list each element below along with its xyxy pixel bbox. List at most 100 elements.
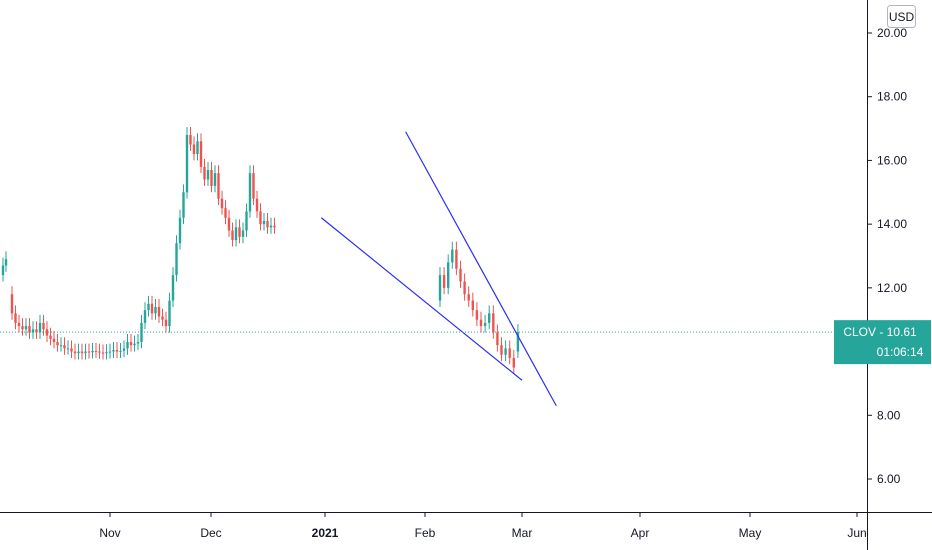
- candle-body[interactable]: [483, 322, 487, 327]
- time-axis[interactable]: Nov Dec 2021 Feb Mar Apr May Jun: [99, 512, 867, 540]
- candle-body[interactable]: [199, 141, 203, 167]
- candle-body[interactable]: [14, 313, 17, 323]
- candle-body[interactable]: [45, 329, 49, 336]
- candle-body[interactable]: [168, 300, 171, 327]
- candle-body[interactable]: [234, 227, 238, 241]
- candle-body[interactable]: [512, 357, 515, 368]
- candle-body[interactable]: [175, 243, 178, 276]
- candle-body[interactable]: [10, 294, 14, 314]
- candle-body[interactable]: [129, 342, 133, 346]
- candle-body[interactable]: [77, 351, 80, 354]
- candle-body[interactable]: [115, 349, 119, 352]
- candle-body[interactable]: [266, 220, 269, 228]
- candle-body[interactable]: [189, 134, 192, 145]
- candle-body[interactable]: [241, 230, 245, 237]
- candle-body[interactable]: [196, 141, 199, 155]
- candle-body[interactable]: [220, 198, 224, 209]
- candle-body[interactable]: [73, 351, 77, 354]
- candle-body[interactable]: [438, 275, 442, 301]
- candle-body[interactable]: [56, 342, 59, 346]
- candle-body[interactable]: [213, 173, 217, 186]
- candle-body[interactable]: [508, 348, 511, 358]
- candle-body[interactable]: [269, 225, 273, 228]
- candle-body[interactable]: [182, 192, 185, 218]
- candle-body[interactable]: [49, 335, 52, 339]
- candle-body[interactable]: [52, 338, 56, 343]
- candle-body[interactable]: [455, 249, 458, 269]
- candle-body[interactable]: [24, 326, 28, 330]
- candle-body[interactable]: [108, 351, 112, 353]
- candle-body[interactable]: [154, 306, 157, 314]
- wedge-lower-line[interactable]: [320, 217, 523, 381]
- candle-body[interactable]: [259, 211, 262, 225]
- candle-body[interactable]: [42, 322, 45, 330]
- candle-body[interactable]: [245, 211, 248, 231]
- currency-label[interactable]: USD: [887, 5, 916, 28]
- candle-body[interactable]: [248, 173, 252, 212]
- candle-body[interactable]: [112, 349, 115, 352]
- candle-body[interactable]: [59, 345, 63, 347]
- candle-body[interactable]: [119, 350, 122, 352]
- last-price-badge[interactable]: CLOV - 10.61 01:06:14: [834, 320, 931, 365]
- candle-body[interactable]: [467, 294, 470, 301]
- candle-body[interactable]: [98, 351, 101, 353]
- candle-body[interactable]: [451, 249, 454, 263]
- candle-body[interactable]: [28, 326, 31, 333]
- candle-body[interactable]: [471, 300, 474, 311]
- candle-body[interactable]: [224, 208, 227, 218]
- candle-body[interactable]: [80, 351, 84, 354]
- candle-body[interactable]: [492, 313, 495, 333]
- candle-body[interactable]: [203, 166, 206, 180]
- candle-body[interactable]: [459, 268, 462, 282]
- candle-body[interactable]: [84, 351, 87, 354]
- candle-body[interactable]: [150, 303, 154, 314]
- candle-body[interactable]: [147, 303, 150, 311]
- candle-body[interactable]: [217, 173, 220, 199]
- wedge-pattern[interactable]: [320, 131, 557, 407]
- candle-body[interactable]: [238, 227, 241, 237]
- candle-body[interactable]: [136, 342, 140, 344]
- candle-body[interactable]: [21, 326, 24, 330]
- candle-body[interactable]: [133, 343, 136, 346]
- candle-body[interactable]: [255, 198, 259, 212]
- candle-body[interactable]: [101, 352, 105, 354]
- candle-body[interactable]: [231, 230, 234, 241]
- candle-body[interactable]: [63, 345, 66, 349]
- candle-body[interactable]: [475, 310, 479, 320]
- candle-body[interactable]: [143, 310, 147, 323]
- candle-body[interactable]: [94, 350, 98, 352]
- candle-body[interactable]: [35, 329, 38, 333]
- candle-body[interactable]: [252, 173, 255, 199]
- candle-body[interactable]: [4, 259, 8, 266]
- candle-body[interactable]: [91, 350, 94, 353]
- candle-body[interactable]: [227, 217, 231, 231]
- candle-body[interactable]: [442, 275, 446, 288]
- candle-body[interactable]: [157, 306, 161, 317]
- candle-body[interactable]: [516, 332, 520, 352]
- candle-body[interactable]: [126, 342, 129, 349]
- candle-body[interactable]: [31, 329, 35, 333]
- candle-body[interactable]: [164, 319, 168, 327]
- candle-body[interactable]: [488, 313, 491, 323]
- candle-body[interactable]: [210, 169, 213, 186]
- candle-body[interactable]: [122, 348, 126, 351]
- candle-body[interactable]: [192, 144, 196, 155]
- candle-body[interactable]: [178, 217, 182, 244]
- candle-body[interactable]: [105, 352, 108, 354]
- candle-body[interactable]: [38, 322, 42, 333]
- candle-body[interactable]: [1, 265, 5, 276]
- candle-body[interactable]: [504, 348, 507, 355]
- candle-body[interactable]: [500, 345, 503, 355]
- candle-body[interactable]: [262, 220, 266, 225]
- candle-body[interactable]: [273, 225, 276, 228]
- candle-body[interactable]: [66, 348, 70, 350]
- candle-body[interactable]: [496, 332, 499, 346]
- candle-body[interactable]: [171, 275, 175, 301]
- candle-body[interactable]: [463, 281, 466, 295]
- candle-body[interactable]: [479, 319, 483, 327]
- candle-body[interactable]: [185, 134, 189, 193]
- candle-body[interactable]: [447, 262, 450, 288]
- candle-body[interactable]: [17, 322, 21, 327]
